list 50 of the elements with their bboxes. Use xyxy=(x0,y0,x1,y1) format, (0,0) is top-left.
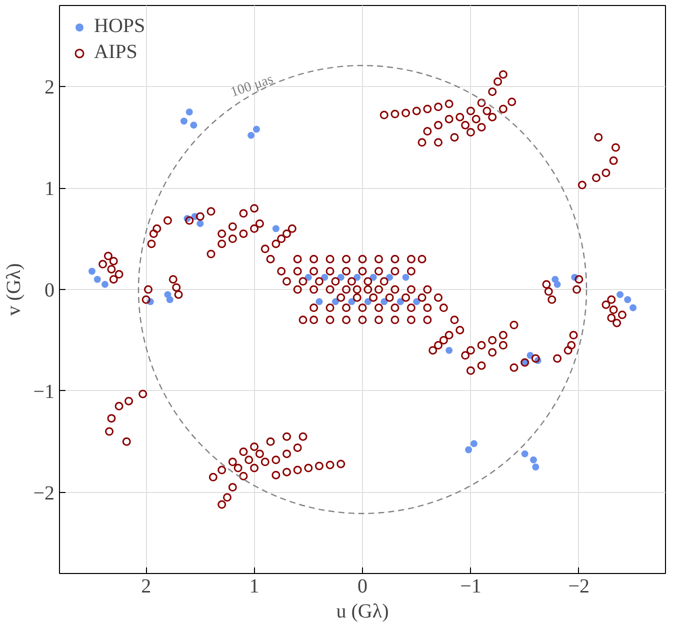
point xyxy=(530,456,537,464)
point xyxy=(304,274,312,281)
y-tick-label: 1 xyxy=(44,178,54,200)
point xyxy=(272,225,280,232)
x-tick-label: 2 xyxy=(141,576,152,598)
point xyxy=(101,280,108,288)
point xyxy=(364,298,372,306)
point xyxy=(180,118,188,125)
point xyxy=(186,108,193,116)
point xyxy=(402,274,410,281)
point xyxy=(380,298,388,306)
point xyxy=(616,291,624,298)
point xyxy=(532,464,540,470)
point xyxy=(396,298,404,306)
point xyxy=(465,446,472,454)
point xyxy=(624,296,632,304)
point xyxy=(321,274,328,281)
x-tick-label: 0 xyxy=(358,576,368,598)
x-tick-label: −2 xyxy=(568,576,590,598)
y-tick-label: 2 xyxy=(44,76,54,99)
point xyxy=(521,450,528,458)
point xyxy=(552,276,559,283)
point xyxy=(248,132,255,139)
point xyxy=(166,296,174,304)
point xyxy=(470,440,478,448)
y-tick-label: −2 xyxy=(33,482,54,504)
point xyxy=(630,304,637,312)
point xyxy=(354,274,361,281)
point xyxy=(316,298,323,306)
legend-label: HOPS xyxy=(94,15,146,38)
point xyxy=(196,220,204,228)
x-axis-title: u (Gλ) xyxy=(336,600,389,622)
point xyxy=(332,298,339,306)
y-axis-title: v (Gλ) xyxy=(3,263,26,316)
point xyxy=(337,274,344,281)
point xyxy=(190,122,198,129)
point xyxy=(413,298,420,306)
x-tick-label: 1 xyxy=(249,576,260,598)
point xyxy=(446,346,453,354)
point xyxy=(252,126,260,133)
x-tick-label: −1 xyxy=(460,576,482,598)
point xyxy=(88,268,96,275)
annotation: 100 μas xyxy=(228,72,276,101)
point xyxy=(94,276,101,283)
point xyxy=(370,274,377,281)
y-tick-label: −1 xyxy=(33,380,54,403)
legend-label: AIPS xyxy=(94,41,138,64)
y-tick-label: 0 xyxy=(44,280,54,302)
point xyxy=(348,298,356,306)
point xyxy=(386,274,394,281)
